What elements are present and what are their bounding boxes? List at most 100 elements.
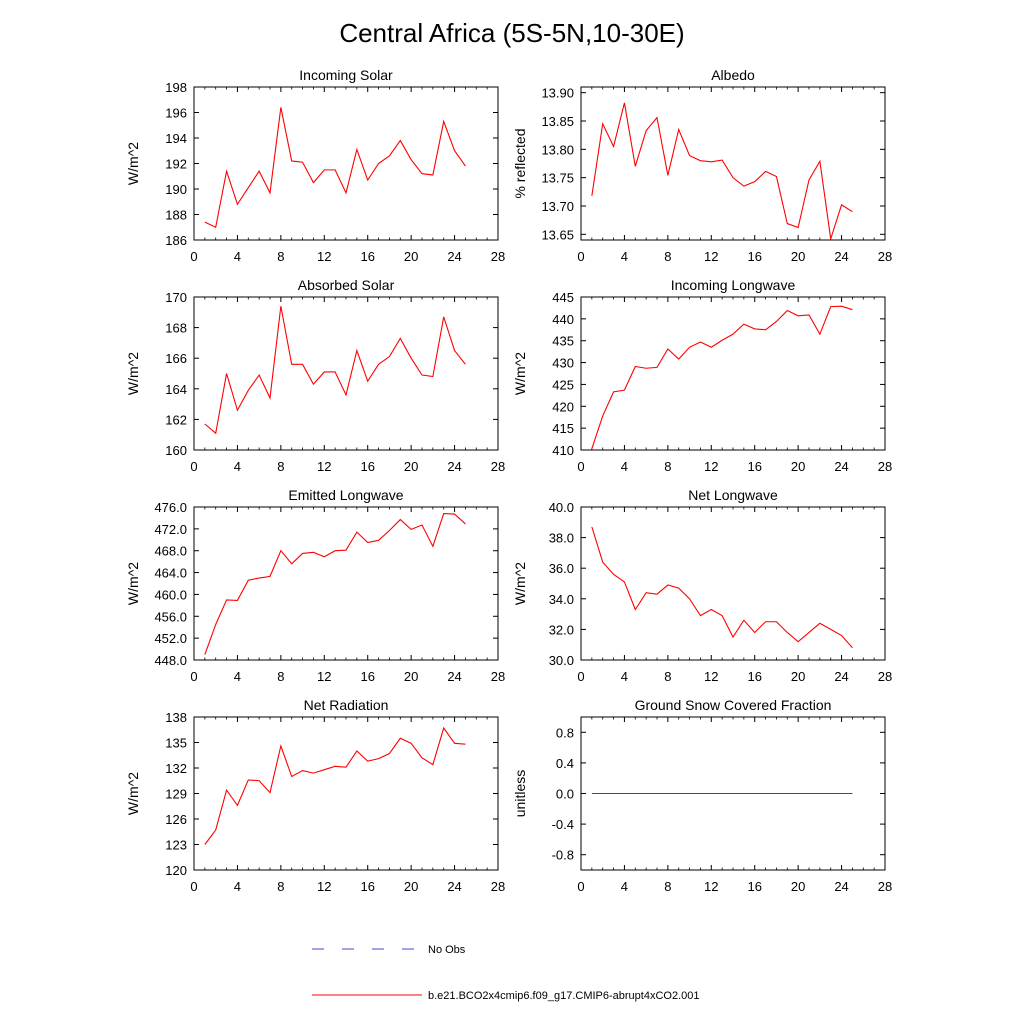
emitted-longwave-y-tick-label: 452.0 xyxy=(154,631,187,646)
emitted-longwave-x-tick-label: 12 xyxy=(317,669,331,684)
incoming-solar-y-tick-label: 188 xyxy=(165,208,187,223)
incoming-longwave-y-tick-label: 415 xyxy=(552,421,574,436)
legend: No Obs b.e21.BCO2x4cmip6.f09_g17.CMIP6-a… xyxy=(312,944,700,1002)
absorbed-solar-x-tick-label: 16 xyxy=(360,459,374,474)
panel-incoming-longwave: 0 4 8 12 16 20 24 28 410 415 420 425 430 435 440 445 Inc… xyxy=(512,277,892,474)
absorbed-solar-series-line-1 xyxy=(204,306,466,435)
incoming-longwave-y-tick-label: 420 xyxy=(552,399,574,414)
emitted-longwave-title: Emitted Longwave xyxy=(288,487,403,503)
net-longwave-x-tick-label: 12 xyxy=(704,669,718,684)
net-radiation-x-tick-label: 20 xyxy=(404,879,418,894)
net-longwave-x-tick-label: 16 xyxy=(747,669,761,684)
net-radiation-x-tick-label: 16 xyxy=(360,879,374,894)
net-longwave-y-tick-label: 30.0 xyxy=(549,653,574,668)
net-radiation-x-tick-label: 24 xyxy=(447,879,461,894)
albedo-plot-frame xyxy=(580,86,886,241)
absorbed-solar-x-tick-label: 24 xyxy=(447,459,461,474)
emitted-longwave-x-tick-label: 0 xyxy=(190,669,197,684)
incoming-longwave-y-tick-label: 435 xyxy=(552,334,574,349)
panel-albedo: 0 4 8 12 16 20 24 28 13.65 13.70 13.75 13.80 13.85 13… xyxy=(512,67,892,264)
incoming-solar-x-tick-label: 4 xyxy=(234,249,241,264)
emitted-longwave-x-tick-label: 24 xyxy=(447,669,461,684)
emitted-longwave-y-tick-label: 456.0 xyxy=(154,609,187,624)
incoming-longwave-x-tick-label: 4 xyxy=(621,459,628,474)
ground-snow-covered-fraction-x-tick-label: 4 xyxy=(621,879,628,894)
incoming-longwave-y-tick-label: 430 xyxy=(552,356,574,371)
net-radiation-x-tick-label: 8 xyxy=(277,879,284,894)
incoming-longwave-x-tick-label: 8 xyxy=(664,459,671,474)
absorbed-solar-x-tick-label: 4 xyxy=(234,459,241,474)
albedo-x-tick-label: 28 xyxy=(878,249,892,264)
incoming-longwave-x-tick-label: 16 xyxy=(747,459,761,474)
emitted-longwave-x-tick-label: 8 xyxy=(277,669,284,684)
absorbed-solar-x-tick-label: 20 xyxy=(404,459,418,474)
incoming-longwave-x-tick-label: 0 xyxy=(577,459,584,474)
figure-title: Central Africa (5S-5N,10-30E) xyxy=(339,18,684,48)
panel-net-radiation: 0 4 8 12 16 20 24 28 120 123 126 129 132 135 138 Net Ra… xyxy=(125,697,505,894)
emitted-longwave-x-tick-label: 4 xyxy=(234,669,241,684)
absorbed-solar-title: Absorbed Solar xyxy=(298,277,395,293)
incoming-solar-y-tick-label: 192 xyxy=(165,157,187,172)
albedo-y-tick-label: 13.75 xyxy=(541,171,574,186)
albedo-y-tick-label: 13.90 xyxy=(541,86,574,101)
net-radiation-y-tick-label: 120 xyxy=(165,863,187,878)
net-radiation-y-tick-label: 123 xyxy=(165,838,187,853)
incoming-solar-plot-frame xyxy=(193,86,499,241)
net-longwave-y-tick-label: 40.0 xyxy=(549,500,574,515)
net-longwave-series-line-1 xyxy=(591,526,853,649)
net-radiation-x-tick-label: 28 xyxy=(491,879,505,894)
ground-snow-covered-fraction-x-tick-label: 0 xyxy=(577,879,584,894)
albedo-x-tick-label: 8 xyxy=(664,249,671,264)
incoming-solar-y-tick-label: 196 xyxy=(165,106,187,121)
net-longwave-x-tick-label: 20 xyxy=(791,669,805,684)
emitted-longwave-x-tick-label: 20 xyxy=(404,669,418,684)
absorbed-solar-x-tick-label: 8 xyxy=(277,459,284,474)
absorbed-solar-x-tick-label: 28 xyxy=(491,459,505,474)
ground-snow-covered-fraction-y-tick-label: -0.4 xyxy=(552,817,574,832)
ground-snow-covered-fraction-y-tick-label: 0.8 xyxy=(556,725,574,740)
net-longwave-x-tick-label: 24 xyxy=(834,669,848,684)
incoming-longwave-y-tick-label: 445 xyxy=(552,290,574,305)
panel-emitted-longwave: 0 4 8 12 16 20 24 28 448.0 452.0 456.0 460.0 464.0 46… xyxy=(125,487,505,684)
incoming-solar-y-tick-label: 194 xyxy=(165,131,187,146)
albedo-y-tick-label: 13.70 xyxy=(541,199,574,214)
incoming-longwave-title: Incoming Longwave xyxy=(671,277,796,293)
incoming-solar-x-tick-label: 24 xyxy=(447,249,461,264)
emitted-longwave-y-tick-label: 448.0 xyxy=(154,653,187,668)
incoming-solar-x-tick-label: 28 xyxy=(491,249,505,264)
incoming-longwave-y-tick-label: 440 xyxy=(552,312,574,327)
ground-snow-covered-fraction-x-tick-label: 28 xyxy=(878,879,892,894)
incoming-longwave-series-line-1 xyxy=(591,305,853,449)
net-radiation-title: Net Radiation xyxy=(304,697,389,713)
incoming-longwave-y-axis-label: W/m^2 xyxy=(512,352,528,395)
albedo-x-tick-label: 20 xyxy=(791,249,805,264)
absorbed-solar-y-tick-label: 168 xyxy=(165,321,187,336)
net-radiation-y-tick-label: 135 xyxy=(165,736,187,751)
net-longwave-y-tick-label: 32.0 xyxy=(549,622,574,637)
incoming-solar-y-tick-label: 186 xyxy=(165,233,187,248)
incoming-solar-series-line-1 xyxy=(204,107,466,229)
incoming-longwave-y-tick-label: 425 xyxy=(552,377,574,392)
net-longwave-y-tick-label: 38.0 xyxy=(549,531,574,546)
incoming-solar-x-tick-label: 16 xyxy=(360,249,374,264)
incoming-longwave-y-tick-label: 410 xyxy=(552,443,574,458)
emitted-longwave-y-tick-label: 460.0 xyxy=(154,587,187,602)
ground-snow-covered-fraction-x-tick-label: 12 xyxy=(704,879,718,894)
emitted-longwave-series-line-1 xyxy=(204,512,466,655)
absorbed-solar-plot-frame xyxy=(193,296,499,451)
incoming-longwave-plot-frame xyxy=(580,296,886,451)
legend-model-label: b.e21.BCO2x4cmip6.f09_g17.CMIP6-abrupt4x… xyxy=(428,990,700,1002)
ground-snow-covered-fraction-x-tick-label: 16 xyxy=(747,879,761,894)
absorbed-solar-y-axis-label: W/m^2 xyxy=(125,352,141,395)
incoming-solar-x-tick-label: 20 xyxy=(404,249,418,264)
ground-snow-covered-fraction-y-tick-label: 0.4 xyxy=(556,756,574,771)
net-radiation-x-tick-label: 12 xyxy=(317,879,331,894)
ground-snow-covered-fraction-y-tick-label: -0.8 xyxy=(552,848,574,863)
net-radiation-y-tick-label: 138 xyxy=(165,710,187,725)
albedo-y-tick-label: 13.80 xyxy=(541,142,574,157)
net-longwave-x-tick-label: 8 xyxy=(664,669,671,684)
incoming-solar-x-tick-label: 0 xyxy=(190,249,197,264)
absorbed-solar-y-tick-label: 160 xyxy=(165,443,187,458)
albedo-x-tick-label: 4 xyxy=(621,249,628,264)
